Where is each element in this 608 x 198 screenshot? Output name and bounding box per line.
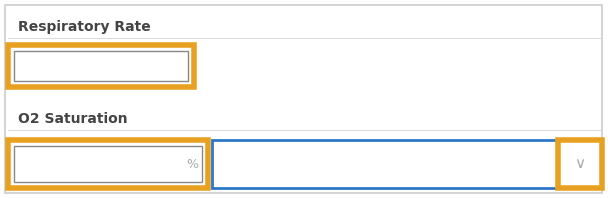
Text: %: %: [186, 157, 198, 170]
Bar: [212, 140, 557, 188]
Bar: [563, 146, 596, 182]
Bar: [14, 146, 202, 182]
Bar: [14, 51, 188, 81]
Text: ∨: ∨: [575, 156, 586, 171]
Bar: [558, 140, 602, 188]
Text: O2 Saturation: O2 Saturation: [18, 112, 128, 126]
Text: Respiratory Rate: Respiratory Rate: [18, 20, 151, 34]
Bar: [8, 45, 194, 87]
Bar: [8, 140, 208, 188]
